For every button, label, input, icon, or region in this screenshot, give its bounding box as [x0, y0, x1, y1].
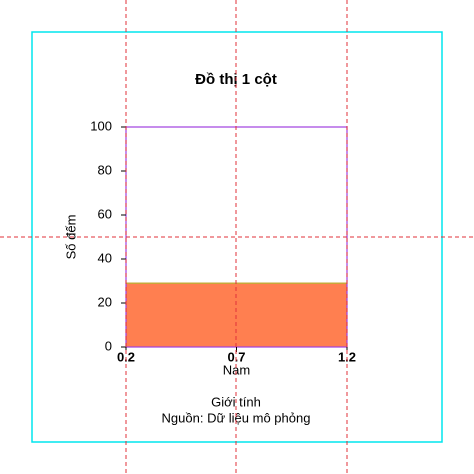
y-tick-label: 40 — [98, 250, 112, 265]
y-tick-label: 100 — [90, 118, 112, 133]
x-tick-label: 0.7 — [227, 349, 245, 364]
category-label: Nam — [223, 362, 250, 377]
x-tick-label: 1.2 — [338, 349, 356, 364]
y-tick-label: 0 — [105, 338, 112, 353]
y-tick-label: 20 — [98, 294, 112, 309]
y-tick-label: 80 — [98, 162, 112, 177]
x-tick-label: 0.2 — [117, 349, 135, 364]
y-tick-label: 60 — [98, 206, 112, 221]
caption: Nguồn: Dữ liệu mô phỏng — [162, 410, 311, 425]
